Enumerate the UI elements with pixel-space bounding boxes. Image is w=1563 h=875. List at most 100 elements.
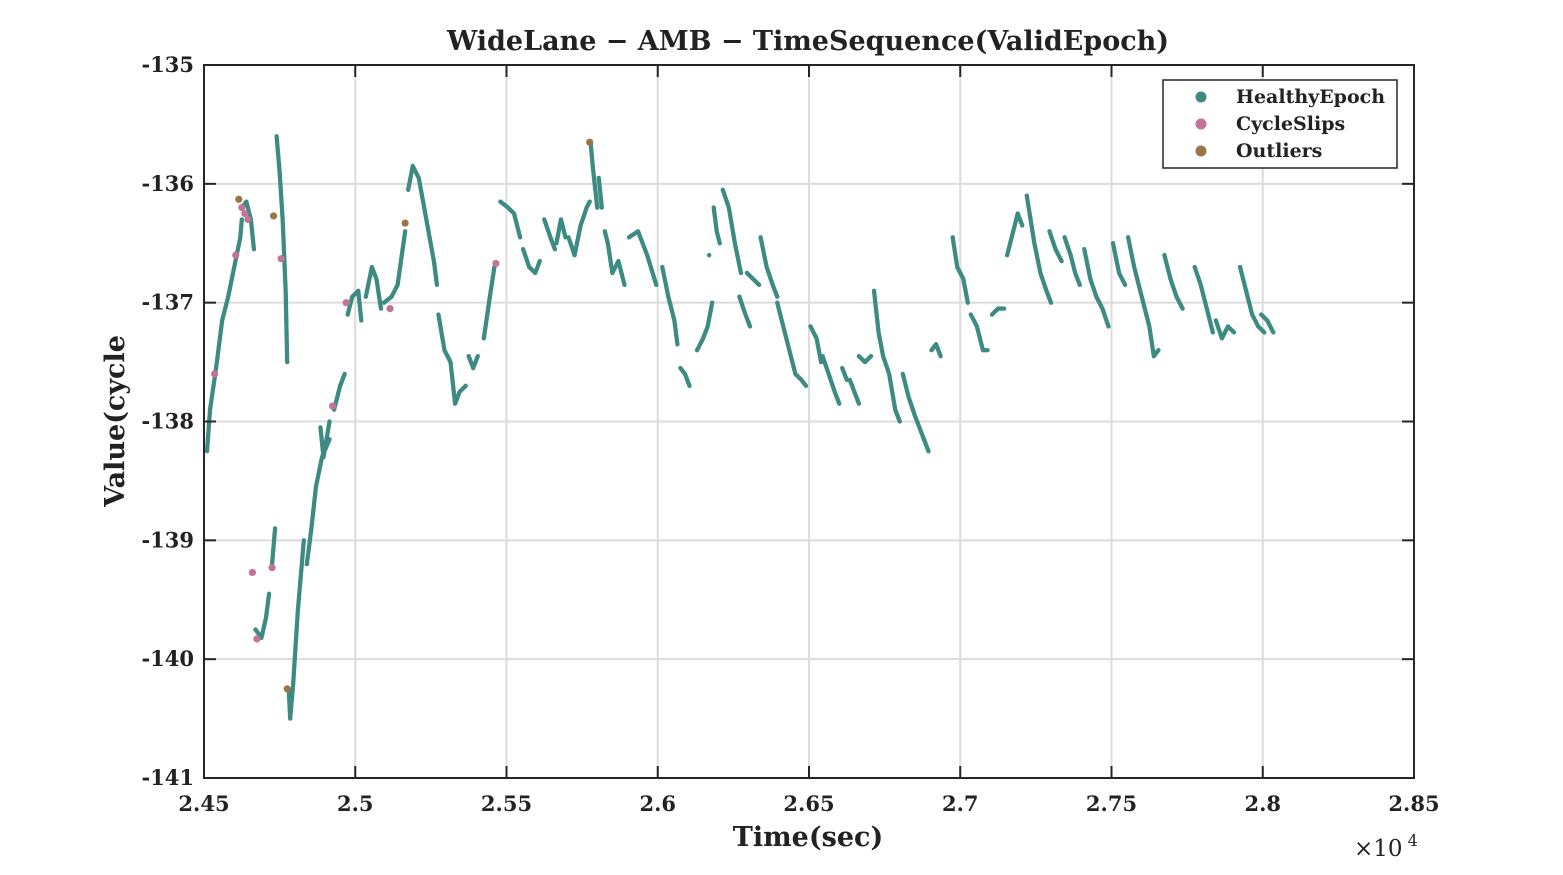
x-tick-label: 2.65: [783, 791, 834, 816]
x-tick-label: 2.85: [1388, 791, 1439, 816]
outlier-point: [586, 138, 594, 146]
x-multiplier-base: ×10: [1354, 836, 1403, 862]
healthy-epoch-point: [1156, 348, 1161, 353]
y-tick-label: -141: [141, 765, 194, 790]
outlier-point: [401, 219, 409, 227]
healthy-epoch-point: [587, 199, 592, 204]
x-multiplier-exponent: 4: [1408, 831, 1418, 850]
y-axis-label: Value(cycle: [100, 335, 131, 508]
x-tick-label: 2.6: [639, 791, 676, 816]
cycle-slip-point: [241, 209, 249, 218]
healthy-epoch-point: [938, 353, 943, 359]
healthy-epoch-point: [1020, 223, 1025, 228]
cycle-slip-point: [328, 402, 337, 410]
series-cycle-slips: [210, 204, 500, 643]
healthy-epoch-point: [463, 383, 468, 389]
healthy-epoch-point: [654, 282, 659, 288]
healthy-epoch-point: [1122, 282, 1128, 288]
healthy-epoch-point: [856, 401, 862, 406]
healthy-epoch-point: [965, 300, 971, 305]
healthy-epoch-point: [537, 258, 542, 264]
healthy-epoch-point: [239, 217, 245, 222]
legend-marker-outliers: [1195, 145, 1207, 157]
y-tick-label: -139: [141, 527, 194, 552]
axis-ticks: 2.45 2.5 2.55 2.6 2.65 2.7 2.75 2.8 2.85 -141 -140…: [141, 52, 1439, 816]
healthy-epoch-point: [1180, 306, 1185, 311]
healthy-epoch-point: [1231, 330, 1237, 335]
healthy-epoch-point: [622, 282, 627, 288]
healthy-epoch-point: [251, 246, 257, 252]
cycle-slip-point: [342, 299, 350, 307]
healthy-epoch-point: [738, 270, 744, 276]
healthy-epoch-point: [868, 353, 874, 359]
legend-label-cycle-slips: CycleSlips: [1236, 113, 1345, 135]
cycle-slip-point: [244, 215, 252, 224]
healthy-epoch-point: [1210, 330, 1216, 335]
y-tick-label: -135: [141, 52, 194, 77]
legend-label-healthy-epoch: HealthyEpoch: [1236, 86, 1385, 108]
healthy-epoch-point: [747, 324, 753, 329]
cycle-slip-point: [268, 564, 276, 572]
healthy-epoch-point: [595, 205, 600, 210]
legend: HealthyEpoch CycleSlips Outliers: [1162, 79, 1398, 169]
healthy-epoch-point: [717, 241, 722, 246]
grid: [204, 65, 1414, 778]
cycle-slip-point: [248, 568, 256, 577]
healthy-epoch-point: [710, 300, 715, 305]
series-outliers: [235, 138, 594, 693]
healthy-epoch-point: [756, 282, 762, 288]
healthy-epoch-point: [552, 246, 558, 252]
healthy-epoch-point: [1106, 324, 1111, 329]
healthy-epoch-point: [775, 294, 780, 299]
series-healthy-epoch: [204, 134, 1276, 721]
cycle-slip-point: [277, 255, 285, 263]
cycle-slip-point: [232, 251, 240, 259]
healthy-epoch-point: [1262, 330, 1267, 335]
y-tick-label: -136: [141, 171, 194, 196]
healthy-epoch-point: [687, 383, 692, 389]
x-axis-label: Time(sec): [733, 822, 883, 853]
data-markers: [204, 134, 1276, 721]
cycle-slip-point: [492, 259, 500, 268]
healthy-epoch-point: [434, 282, 440, 288]
healthy-epoch-point: [563, 235, 568, 240]
healthy-epoch-point: [1077, 282, 1082, 288]
x-tick-label: 2.7: [942, 791, 979, 816]
x-tick-label: 2.75: [1086, 791, 1137, 816]
legend-marker-cycle-slips: [1195, 118, 1207, 130]
healthy-epoch-point: [926, 449, 931, 454]
healthy-epoch-point: [837, 401, 842, 406]
healthy-epoch-point: [327, 419, 332, 424]
healthy-epoch-point: [897, 419, 902, 424]
outlier-point: [235, 195, 243, 203]
healthy-epoch-point: [402, 229, 408, 234]
healthy-epoch-point: [475, 353, 480, 359]
healthy-epoch-point: [1059, 258, 1064, 264]
x-tick-label: 2.55: [481, 791, 532, 816]
healthy-epoch-point: [272, 526, 278, 531]
healthy-epoch-point: [599, 205, 604, 210]
y-tick-label: -140: [141, 646, 194, 671]
x-tick-label: 2.8: [1244, 791, 1281, 816]
cycle-slip-point: [210, 370, 219, 378]
cycle-slip-point: [253, 635, 261, 643]
healthy-epoch-point: [359, 318, 364, 323]
y-tick-label: -137: [141, 290, 194, 315]
healthy-epoch-point: [266, 591, 272, 597]
healthy-epoch-point: [342, 371, 347, 377]
chart-title: WideLane − AMB − TimeSequence(ValidEpoch…: [446, 26, 1169, 57]
healthy-epoch-point: [284, 359, 290, 365]
healthy-epoch-point: [844, 377, 850, 383]
healthy-epoch-point: [803, 383, 809, 389]
y-tick-label: -138: [141, 409, 194, 434]
x-tick-label: 2.5: [337, 791, 374, 816]
legend-label-outliers: Outliers: [1236, 140, 1322, 162]
healthy-epoch-point: [1048, 300, 1054, 305]
healthy-epoch-point: [675, 342, 680, 347]
healthy-epoch-point: [985, 348, 990, 353]
legend-marker-healthy-epoch: [1195, 91, 1207, 103]
healthy-epoch-point: [706, 252, 712, 258]
cycle-slip-point: [386, 305, 394, 313]
healthy-epoch-point: [1001, 306, 1007, 311]
